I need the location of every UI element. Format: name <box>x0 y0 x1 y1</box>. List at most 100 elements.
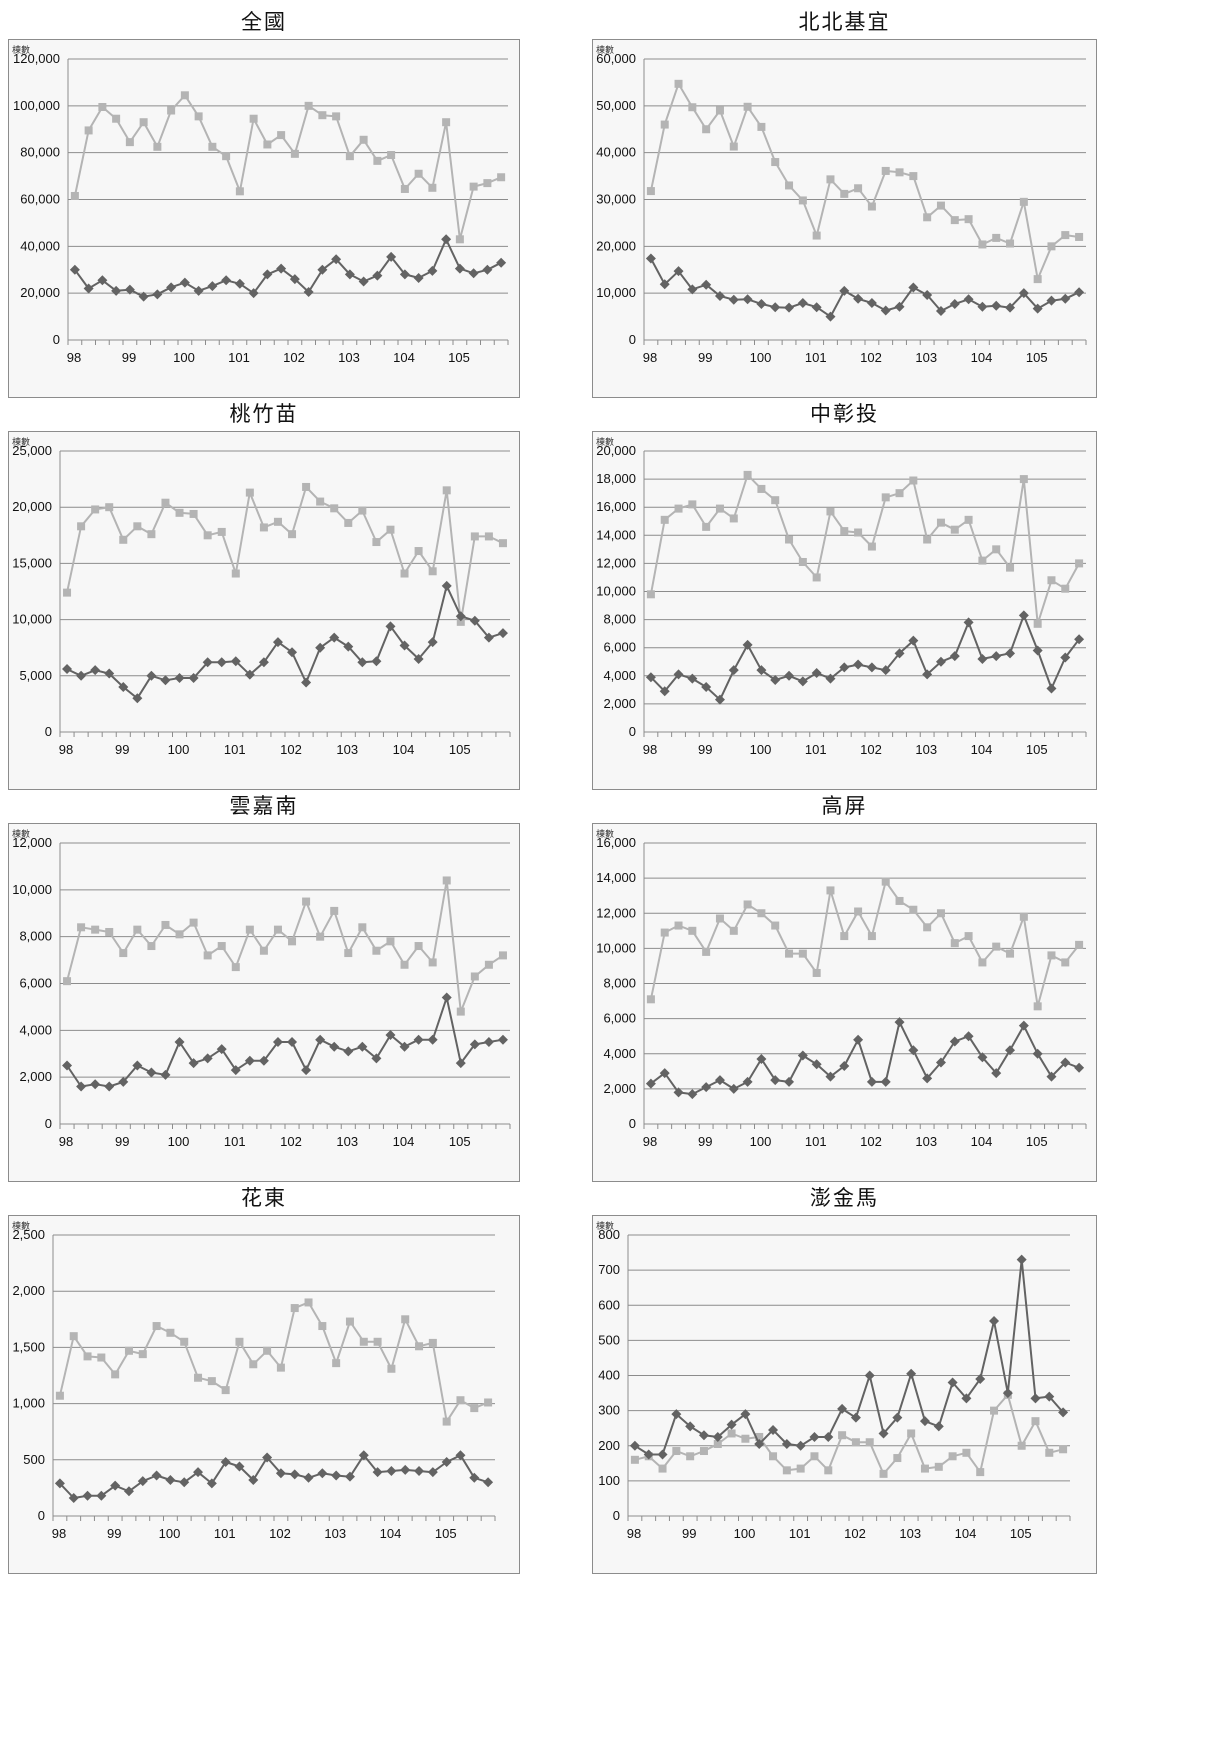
y-tick-label: 8,000 <box>603 976 636 991</box>
data-point-square <box>895 896 904 905</box>
data-point-diamond <box>496 257 507 268</box>
data-point-square <box>302 897 311 906</box>
data-point-square <box>316 497 325 506</box>
data-point-diamond <box>468 268 479 279</box>
data-point-square <box>909 476 918 485</box>
x-axis: 98 99 100 101 102 103 104 105 <box>59 1124 511 1149</box>
data-point-diamond <box>645 672 656 683</box>
series-line <box>59 1454 489 1499</box>
data-point-diamond <box>234 1461 245 1472</box>
data-point-square <box>755 1432 764 1441</box>
data-point-square <box>105 927 114 936</box>
series-light <box>646 79 1084 284</box>
data-point-diamond <box>482 264 493 275</box>
data-point-square <box>1075 940 1084 949</box>
series-dark <box>62 580 508 704</box>
data-point-square <box>976 1468 985 1477</box>
y-tick-label: 25,000 <box>12 443 52 458</box>
data-point-square <box>189 918 198 927</box>
data-point-square <box>950 939 959 948</box>
data-point-diamond <box>469 1039 480 1050</box>
chart-panel-north: 北北基宜 棟數 0 10,000 20,000 30,000 40,000 50,000 6… <box>592 8 1097 398</box>
x-tick-label: 105 <box>449 1134 471 1149</box>
data-point-square <box>302 482 311 491</box>
chart-title: 全國 <box>241 10 287 34</box>
data-point-square <box>1019 912 1028 921</box>
y-tick-label: 500 <box>598 1332 620 1347</box>
chart-title: 北北基宜 <box>798 10 891 34</box>
data-point-square <box>1019 475 1028 484</box>
data-point-square <box>231 963 240 972</box>
data-point-square <box>259 523 268 532</box>
data-point-diamond <box>248 288 259 299</box>
chart-frame: 棟數 <box>592 1215 1097 1574</box>
data-point-square <box>992 233 1001 242</box>
data-point-diamond <box>76 670 87 681</box>
data-point-diamond <box>989 1316 1000 1327</box>
data-point-square <box>180 1337 189 1346</box>
chart-frame: 棟數 <box>592 823 1097 1182</box>
data-point-square <box>235 1337 244 1346</box>
data-point-diamond <box>455 611 466 622</box>
data-point-square <box>881 166 890 175</box>
data-point-diamond <box>866 298 877 309</box>
data-point-square <box>992 545 1001 554</box>
data-point-square <box>962 1448 971 1457</box>
data-point-diamond <box>701 279 712 290</box>
data-point-square <box>55 1391 64 1400</box>
x-tick-label: 101 <box>805 742 827 757</box>
chart-svg: 0 2,000 4,000 6,000 8,000 10,000 12,000 14,000 1… <box>596 835 1087 1149</box>
y-unit-label: 棟數 <box>596 45 615 55</box>
chart-panel-taichung-changhua-nantou: 中彰投 棟數 0 2,000 4,000 6,000 8,000 10,000 12,000… <box>592 400 1097 790</box>
data-point-square <box>373 1337 382 1346</box>
y-tick-label: 60,000 <box>20 192 60 207</box>
data-point-diamond <box>977 1052 988 1063</box>
data-point-square <box>498 951 507 960</box>
data-point-diamond <box>272 1037 283 1048</box>
data-point-diamond <box>221 275 232 286</box>
data-point-diamond <box>272 637 283 648</box>
data-point-diamond <box>372 270 383 281</box>
data-point-diamond <box>825 1071 836 1082</box>
y-tick-label: 4,000 <box>603 1046 636 1061</box>
data-point-square <box>456 617 465 626</box>
y-tick-label: 0 <box>613 1508 620 1523</box>
data-point-diamond <box>146 670 157 681</box>
series-dark <box>629 1254 1069 1460</box>
data-point-diamond <box>469 1472 480 1483</box>
data-point-square <box>414 942 423 951</box>
y-tick-label: 1,500 <box>12 1339 45 1354</box>
data-point-diamond <box>329 1041 340 1052</box>
data-point-diamond <box>687 284 698 295</box>
x-tick-label: 98 <box>643 742 657 757</box>
data-point-square <box>630 1455 639 1464</box>
data-point-diamond <box>399 640 410 651</box>
data-point-square <box>990 1406 999 1415</box>
data-point-square <box>400 960 409 969</box>
data-point-square <box>840 932 849 941</box>
data-point-square <box>373 156 382 165</box>
series-line <box>74 238 502 298</box>
data-point-square <box>1033 275 1042 284</box>
x-tick-label: 102 <box>269 1526 291 1541</box>
data-point-square <box>84 126 93 135</box>
x-tick-label: 99 <box>698 350 712 365</box>
data-point-diamond <box>977 301 988 312</box>
data-point-diamond <box>659 279 670 290</box>
y-tick-label: 2,000 <box>19 1069 52 1084</box>
data-point-diamond <box>146 1067 157 1078</box>
data-point-square <box>1006 949 1015 958</box>
data-point-square <box>194 112 203 121</box>
series-light <box>55 1298 493 1426</box>
y-tick-label: 40,000 <box>20 238 60 253</box>
data-point-diamond <box>645 1078 656 1089</box>
data-point-diamond <box>441 1457 452 1468</box>
chart-svg: 0 2,000 4,000 6,000 8,000 10,000 12,000 14,000 1… <box>596 443 1087 757</box>
data-point-diamond <box>455 1450 466 1461</box>
data-point-square <box>771 921 780 930</box>
data-point-diamond <box>825 311 836 322</box>
data-point-square <box>923 535 932 544</box>
data-point-diamond <box>276 263 287 274</box>
x-tick-label: 98 <box>52 1526 66 1541</box>
x-tick-label: 100 <box>173 350 195 365</box>
